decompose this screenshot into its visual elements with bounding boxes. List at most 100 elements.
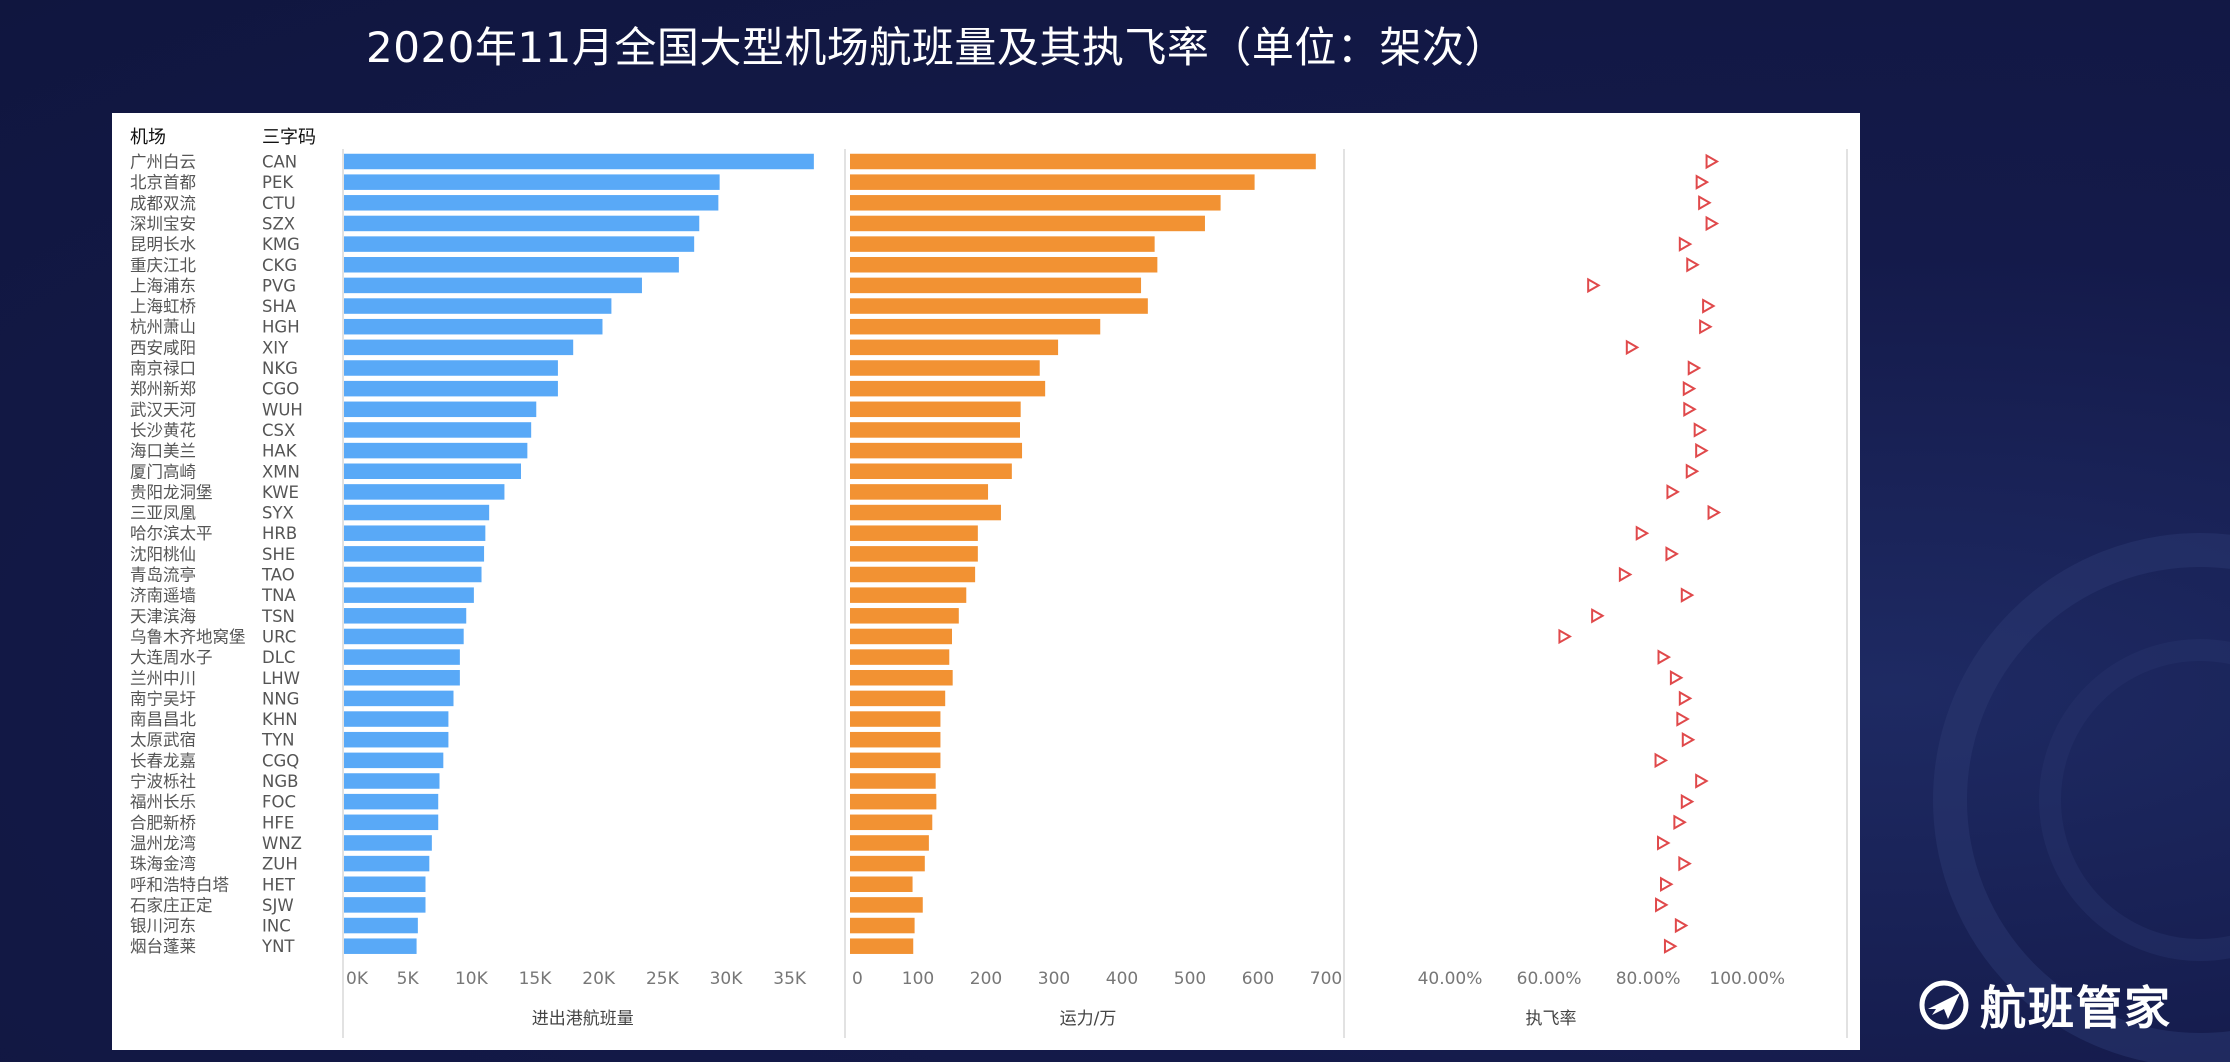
airport-label: 济南遥墙	[130, 586, 196, 605]
bar-capacity	[850, 835, 929, 851]
tick-label-flights: 0K	[346, 969, 369, 989]
bar-flights	[344, 835, 432, 851]
rate-point	[1558, 628, 1572, 645]
airport-label: 上海虹桥	[130, 297, 196, 316]
airport-label: 乌鲁木齐地窝堡	[130, 627, 246, 646]
code-label: CAN	[262, 153, 297, 172]
code-label: XMN	[262, 462, 300, 481]
airport-label: 呼和浩特白塔	[130, 875, 230, 894]
airport-label: 郑州新郑	[130, 380, 196, 399]
tick-label-capacity: 300	[1038, 969, 1070, 989]
brand-name: 航班管家	[1980, 981, 2172, 1035]
airport-label: 青岛流亭	[130, 566, 196, 585]
bar-flights	[344, 876, 426, 892]
rate-point	[1676, 711, 1690, 727]
tick-label-capacity: 600	[1242, 969, 1274, 989]
code-label: WUH	[262, 400, 303, 419]
rate-point	[1705, 215, 1720, 232]
bar-flights	[344, 690, 454, 707]
airport-label: 长春龙嘉	[130, 751, 196, 770]
bar-capacity	[850, 546, 978, 562]
bar-flights	[344, 649, 460, 665]
code-label: PVG	[262, 276, 296, 295]
bar-capacity	[850, 339, 1059, 356]
rate-point	[1657, 835, 1671, 851]
page-title: 2020年11月全国大型机场航班量及其执飞率（单位：架次）	[366, 23, 1507, 72]
rate-point	[1625, 339, 1640, 356]
code-label: NKG	[262, 359, 298, 378]
brand-logo: 航班管家	[1918, 975, 2172, 1035]
code-label: CGO	[262, 380, 299, 399]
bar-capacity	[850, 153, 1316, 170]
rate-point	[1695, 442, 1709, 459]
bar-flights	[344, 380, 558, 397]
rate-point	[1618, 566, 1633, 583]
tick-label-flights: 25K	[646, 969, 680, 989]
background-decoration	[1933, 533, 2230, 1062]
airport-label: 昆明长水	[130, 235, 197, 254]
bar-flights	[344, 236, 695, 252]
airport-label: 杭州萧山	[130, 318, 196, 337]
tick-label-rate: 40.00%	[1418, 969, 1483, 989]
code-label: TAO	[261, 566, 295, 585]
airport-label: 哈尔滨太平	[130, 524, 213, 543]
code-label: FOC	[262, 793, 296, 812]
rate-point	[1685, 463, 1700, 479]
rate-point	[1682, 380, 1697, 397]
rate-point	[1678, 690, 1693, 707]
airport-label: 天津滨海	[130, 607, 196, 626]
bar-capacity	[850, 793, 937, 810]
bar-flights	[344, 773, 440, 789]
code-label: LHW	[262, 669, 300, 688]
code-label: DLC	[262, 648, 295, 667]
rate-point	[1678, 855, 1692, 872]
rate-point	[1687, 360, 1702, 376]
rate-point	[1693, 422, 1708, 438]
bar-flights	[344, 731, 449, 748]
code-label: YNT	[261, 937, 295, 956]
rate-point	[1695, 773, 1709, 789]
bar-capacity	[850, 690, 946, 707]
bar-capacity	[850, 442, 1023, 459]
rate-point	[1655, 897, 1669, 913]
code-label: WNZ	[262, 834, 302, 853]
bar-capacity	[850, 360, 1040, 376]
tick-label-flights: 35K	[773, 969, 807, 989]
rate-point	[1659, 876, 1674, 892]
bar-capacity	[850, 897, 923, 913]
airport-label: 武汉天河	[130, 400, 196, 419]
rate-point	[1674, 917, 1689, 934]
airport-label: 珠海金湾	[130, 855, 196, 874]
bar-flights	[344, 257, 679, 273]
tick-label-capacity: 400	[1106, 969, 1138, 989]
axis-title-rate: 执飞率	[1526, 1009, 1577, 1029]
bar-flights	[344, 318, 603, 335]
code-label: HAK	[262, 442, 298, 461]
bar-flights	[344, 153, 814, 170]
tick-label-flights: 30K	[710, 969, 744, 989]
code-label: PEK	[262, 173, 294, 192]
bar-capacity	[850, 257, 1158, 273]
rate-point	[1680, 793, 1695, 810]
chart-panel: 机场 三字码 广州白云 CAN 北京首都 PEK 成都双流 CTU 深圳宝安 SZX 昆明长水 KMG…	[112, 113, 1860, 1050]
bar-flights	[344, 628, 464, 645]
airport-label: 福州长乐	[130, 793, 196, 812]
bar-flights	[344, 422, 532, 438]
bar-capacity	[850, 628, 952, 645]
axis-title-flights: 进出港航班量	[532, 1009, 634, 1029]
rate-point	[1657, 649, 1672, 665]
bar-flights	[344, 752, 444, 769]
tick-label-capacity: 500	[1174, 969, 1206, 989]
airport-label: 银川河东	[130, 917, 196, 936]
rate-point	[1678, 236, 1693, 252]
code-label: CGQ	[262, 751, 299, 770]
airport-label: 太原武宿	[130, 731, 196, 750]
tick-label-capacity: 0	[852, 969, 863, 989]
airport-label: 长沙黄花	[130, 421, 196, 440]
rate-point	[1695, 174, 1710, 190]
bar-flights	[344, 525, 486, 541]
bar-capacity	[850, 711, 941, 727]
rate-point	[1699, 318, 1713, 335]
header-code: 三字码	[262, 127, 316, 148]
